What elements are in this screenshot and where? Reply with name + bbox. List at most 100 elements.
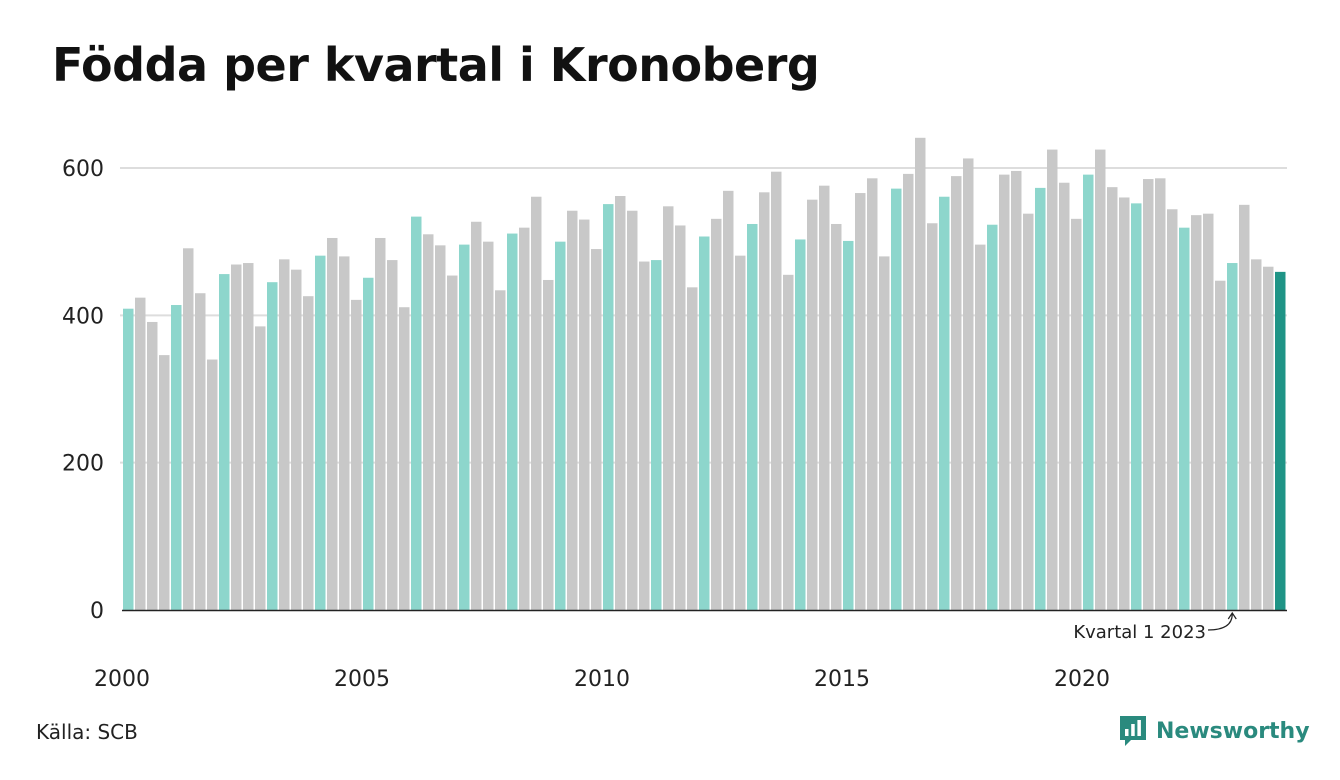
bar — [447, 275, 458, 610]
bar — [135, 297, 146, 610]
bar — [1179, 227, 1190, 611]
bar — [183, 248, 194, 610]
x-tick-label: 2005 — [334, 667, 390, 692]
bar — [819, 185, 830, 610]
bar — [327, 237, 338, 610]
bar — [1107, 187, 1118, 611]
bar — [387, 260, 398, 610]
bar — [1119, 197, 1130, 610]
bar — [243, 263, 254, 610]
bar — [1251, 259, 1262, 610]
bar — [651, 260, 662, 610]
bar — [1071, 218, 1082, 610]
bar — [399, 307, 410, 610]
bar — [363, 277, 374, 610]
bar — [927, 223, 938, 610]
bar — [735, 255, 746, 610]
bar — [711, 218, 722, 610]
bar — [1263, 266, 1274, 610]
bar — [579, 219, 590, 611]
source-label: Källa: SCB — [36, 720, 138, 744]
bar — [615, 195, 626, 610]
bar — [567, 210, 578, 610]
newsworthy-logo-icon — [1120, 716, 1146, 746]
bar — [1143, 179, 1154, 611]
bar — [699, 236, 710, 610]
bar — [1023, 213, 1034, 610]
bar — [255, 326, 266, 610]
bar — [963, 158, 974, 610]
bar — [855, 193, 866, 610]
bar — [975, 244, 986, 610]
bar — [1239, 204, 1250, 611]
bar — [495, 290, 506, 610]
bar — [1155, 178, 1166, 610]
bar — [879, 256, 890, 610]
bar — [219, 274, 230, 610]
bar — [723, 190, 734, 610]
bar — [1047, 149, 1058, 611]
bar — [867, 178, 878, 610]
bar — [1215, 280, 1226, 610]
bar — [375, 237, 386, 610]
brand-logo: Newsworthy — [1118, 714, 1310, 748]
bar — [207, 359, 218, 610]
x-tick-label: 2020 — [1054, 667, 1110, 692]
bar — [435, 245, 446, 610]
bar — [411, 216, 422, 610]
bar — [1227, 263, 1238, 610]
bar — [555, 241, 566, 610]
bar — [1059, 182, 1070, 610]
bar — [903, 173, 914, 611]
bar — [531, 196, 542, 611]
bar — [915, 137, 926, 610]
x-axis-ticks: 2000 2005 2010 2015 2020 — [94, 667, 1110, 692]
bar — [1035, 187, 1046, 610]
bar — [423, 234, 434, 611]
bar — [831, 223, 842, 610]
bars — [123, 137, 1286, 611]
bar — [747, 223, 758, 610]
bar — [675, 225, 686, 610]
bar — [663, 206, 674, 610]
bar — [303, 296, 314, 610]
x-tick-label: 2010 — [574, 667, 630, 692]
y-axis-ticks: 0 200 400 600 — [62, 157, 104, 624]
bar — [603, 204, 614, 610]
bar — [147, 321, 158, 610]
bar — [471, 221, 482, 610]
x-tick-label: 2015 — [814, 667, 870, 692]
bar — [507, 233, 518, 610]
bar — [1191, 215, 1202, 610]
bar — [543, 279, 554, 610]
bar — [291, 269, 302, 610]
bar — [939, 196, 950, 611]
bar — [123, 308, 134, 610]
bar — [795, 239, 806, 610]
annotation-label: Kvartal 1 2023 — [1073, 622, 1206, 643]
bar — [315, 255, 326, 610]
bar — [891, 188, 902, 611]
bar — [1011, 170, 1022, 611]
y-tick-label: 200 — [62, 452, 104, 477]
bar — [1083, 174, 1094, 610]
bar — [267, 282, 278, 610]
x-tick-label: 2000 — [94, 667, 150, 692]
brand-name: Newsworthy — [1156, 718, 1310, 744]
bar — [159, 355, 170, 610]
bar — [231, 264, 242, 610]
bar — [459, 244, 470, 610]
bar — [783, 274, 794, 610]
chart-title: Födda per kvartal i Kronoberg — [52, 38, 820, 92]
bar — [807, 199, 818, 610]
y-tick-label: 400 — [62, 304, 104, 329]
y-tick-label: 600 — [62, 157, 104, 182]
bar — [1275, 271, 1286, 610]
bar — [483, 241, 494, 610]
bar — [951, 176, 962, 610]
bar — [339, 256, 350, 610]
bar — [195, 293, 206, 610]
bar — [999, 174, 1010, 610]
bar — [1131, 203, 1142, 611]
